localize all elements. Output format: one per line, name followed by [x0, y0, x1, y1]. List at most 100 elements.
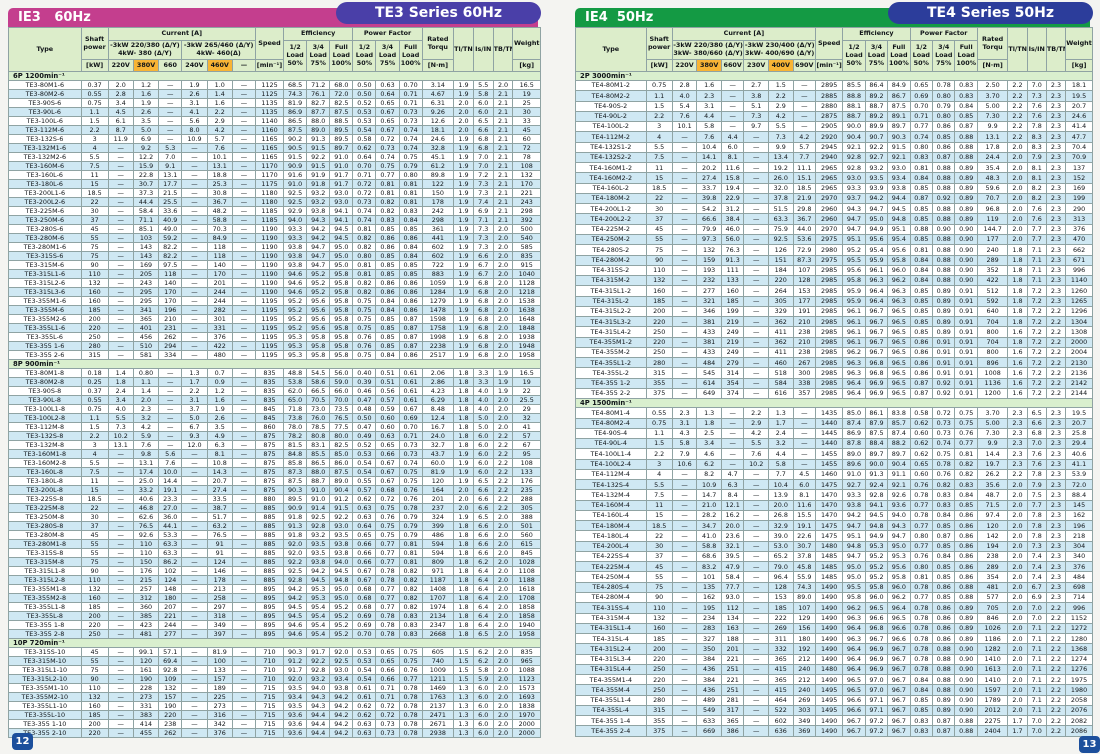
table-row: TE3-200L-8 15—33.2 19.1—27.4—875 90.3 91.0 90… [8, 485, 541, 495]
table-row: TE4-355L1-2 280—484 279—460 267 2985 96.3 96.8… [575, 357, 1093, 369]
table-row: TE3-100L2-8 1.1 5.5 3.2—5.0 2.6—845 73.8 76.0 7… [8, 413, 541, 423]
table-row: TE4-112M-4 4—8.2 4.7—7.7 4.5 1460 91.0 91.3 91.… [575, 468, 1093, 481]
table-row: TE3-90L-8 0.55 3.4 2.0—3.1 1.6—835 65.0 70.5 70… [8, 395, 541, 405]
col-eff-3q-load: 3/4 Load 75% [306, 40, 331, 72]
table-row: TE3-280S-8 37—76.5 44.1—63.2—885 91.3 92.8 93… [8, 521, 541, 531]
table-row: TE3-355M-6 185—341 196—282—1195 95.2 95.6 95.… [8, 305, 541, 315]
table-row: TE4-355 1-4 355—633 365—602 349 1490 96.7 97.2… [575, 715, 1093, 727]
table-row: TE4-160M-4 11—21.0 12.1—20.0 11.6 1470 93.8 94… [575, 499, 1093, 511]
table-row: TE4-315L4-2 250—433 249—411 238 2985 96.1 96.7… [575, 326, 1093, 338]
table-row: TE3-160L-6 11—22.8 13.1—18.8—1170 91.6 91.9 9… [8, 170, 541, 180]
table-row: TE3-100L-6 1.5 6.1 3.5—5.6 2.9—1140 86.5 88.0 8… [8, 116, 541, 126]
voltage-380v: 380V [696, 59, 722, 72]
table-row: TE4-315M-4 132—234 134—222 129 1490 96.3 96.6 9… [575, 612, 1093, 624]
table-row: TE3-315L2-6 132—243 140—201—1190 94.6 95.2 95… [8, 278, 541, 288]
table-row: TE4-180L-4 22—41.0 23.6—39.0 22.6 1475 95.1 94… [575, 530, 1093, 542]
table-row: TE4-315L4-4 250—436 251—415 240 1480 96.4 96.9… [575, 663, 1093, 676]
table-row: TE4-315L2-2 200—346 199—329 191 2985 96.1 96.7… [575, 305, 1093, 318]
table-row: TE3-100L1-8 0.75 4.0 2.3—3.7 1.9—845 71.8 73.0… [8, 404, 541, 414]
table-row: TE3-315S-10 45—99.1 57.1—81.9—710 90.3 91.7 9… [8, 647, 541, 657]
col-eff-full-load: Full Load 100% [887, 40, 911, 72]
voltage-380v: 380V [132, 59, 160, 72]
table-row: TE3-180L-8 11—25.0 14.4—20.7—875 87.5 88.7 89… [8, 476, 541, 486]
col-tl-tn: Tl/TN [453, 27, 474, 72]
section-header-row: 2P 3000min⁻¹ [575, 71, 1093, 81]
section-header-row: 10P 720min⁻¹ [8, 638, 541, 648]
col-current-group: Current [A] [107, 27, 256, 41]
unit-kg: [kg] [512, 59, 541, 72]
table-row: TE3-180L-6 15—30.7 17.7—25.3—1175 91.0 91.8 9… [8, 179, 541, 189]
table-row: TE4-225M-4 45—83.2 47.9—79.0 45.8 1485 95.0 95… [575, 561, 1093, 573]
table-row: TE3-355L-10 185—383 220—316—715 93.6 94.4 94.… [8, 710, 541, 720]
unit-nm: [N·m] [976, 59, 1009, 72]
table-row: TE3-355L1-6 220—401 231—331—1195 95.2 95.6 95… [8, 323, 541, 333]
te3-table-header: Type Shaft power Current [A] Speed Effic… [8, 27, 541, 72]
table-row: TE4-132S2-2 7.5—14.1 8.1—13.4 7.7 2940 92.8 92… [575, 151, 1093, 164]
table-row: TE3-280M1-6 75—143 82.2—118—1190 93.8 94.7 95… [8, 242, 541, 252]
table-row: TE4-90S-2 1.5 5.4 3.1—5.1 2.9—2880 88.1 88.7 87… [575, 100, 1093, 112]
table-row: TE4-355L-4 315—549 317—522 303 1495 96.6 97.1 9… [575, 704, 1093, 717]
table-row: TE4-180M-2 22—39.8 22.9—37.8 21.9 2970 93.7 94… [575, 192, 1093, 205]
table-row: TE4-315L3-4 220—384 221—365 212 1490 96.4 96.9… [575, 653, 1093, 665]
col-weight: Weight [1065, 27, 1093, 60]
unit-kw: [kW] [645, 59, 673, 72]
table-row: TE4-160M2-2 15—27.4 15.8—26.0 15.1 2965 93.0 9… [575, 172, 1093, 184]
table-row: TE4-355 1-2 355—614 354—584 338 2985 96.4 96.9… [575, 377, 1093, 389]
table-row: TE4-200L1-2 30—54.2 31.2—51.5 29.8 2960 94.3 9… [575, 203, 1093, 215]
table-row: TE3-355M1-8 132—257 148—213—895 94.2 95.3 95.… [8, 584, 541, 594]
table-row: TE3-132M-8 3 13.1 7.6—12.0 6.3—875 81.5 83.1 82… [8, 440, 541, 450]
table-row: TE3-250M-8 30—62.6 36.0—51.7—885 91.8 92.5 92… [8, 512, 541, 522]
table-row: TE3-355 1-6 280—510 294—422—1195 95.3 95.8 95… [8, 341, 541, 351]
voltage-660v: 660V [720, 59, 745, 72]
table-row: TE4-250M-4 55—101 58.4—96.4 55.9 1485 95.0 95.… [575, 571, 1093, 583]
table-row: TE4-225M-2 45—79.9 46.0—75.9 44.0 2970 94.7 94… [575, 223, 1093, 235]
table-row: TE3-80M2-6 0.55 2.8 1.6—2.6 1.4—1125 74.3 76.1… [8, 89, 541, 99]
table-row: TE3-315L2-8 110—215 124—178—885 92.8 94.5 94.… [8, 575, 541, 585]
te3-table-body: 6P 1200min⁻¹ TE3-80M1-6 0.37 2.0 1.2—1.9 1.0—… [8, 71, 541, 738]
table-row: TE4-80M2-4 0.75 3.1 1.8—2.9 1.7—1440 87.4 87.9… [575, 417, 1093, 429]
table-row: TE3-315L3-6 160—295 170—244—1190 94.6 95.2 95… [8, 287, 541, 297]
col-is-in: Is/IN [1026, 27, 1047, 72]
voltage-220v: 220V [107, 59, 134, 72]
table-row: TE3-160M1-8 4—9.8 5.6—8.1—875 84.8 85.5 85.0 0… [8, 449, 541, 459]
voltage-400v: 400V [767, 59, 794, 72]
table-row: TE3-80M1-6 0.37 2.0 1.2—1.9 1.0—1125 68.5 71.2… [8, 80, 541, 90]
table-row: TE3-225S-8 18.5—40.6 23.3—33.5—880 89.5 91.0… [8, 494, 541, 504]
table-row: TE3-200L1-6 18.5—37.3 21.5—30.8—1180 92.5 93… [8, 188, 541, 198]
page-number-left: 12 [12, 733, 33, 750]
unit-kg: [kg] [1065, 59, 1093, 72]
te3-spec-table: Type Shaft power Current [A] Speed Effic… [8, 27, 541, 738]
table-row: TE4-132S1-2 5.5—10.4 6.0—9.9 5.7 2945 92.1 92.… [575, 141, 1093, 153]
section-header-row: 6P 1200min⁻¹ [8, 71, 541, 81]
col-weight: Weight [512, 27, 541, 60]
table-row: TE4-180M-4 18.5—34.7 20.0—32.9 19.1 1475 94.7… [575, 520, 1093, 532]
col-eff-full-load: Full Load 100% [329, 40, 354, 72]
col-tb-tn: TB/TN [1045, 27, 1067, 72]
table-row: TE3-112M-8 1.5 7.3 4.2—6.7 3.5—860 78.0 78.5 77… [8, 422, 541, 432]
table-row: TE3-355M1-6 160—295 170—244—1195 95.2 95.6 95… [8, 296, 541, 306]
table-row: TE4-315L-4 185—327 188—311 180 1490 96.3 96.7 9… [575, 633, 1093, 645]
col-eff-3q-load: 3/4 Load 75% [864, 40, 889, 72]
unit-nm: [N·m] [421, 59, 455, 72]
table-row: TE4-355M1-4 220—384 221—365 212 1490 96.5 97.0… [575, 674, 1093, 686]
table-row: TE4-100L-2 3 10.1 5.8—9.7 5.5—2905 90.0 89.9 89… [575, 121, 1093, 133]
table-row: TE4-200L-4 30—58.8 32.1—53.0 30.7 1480 94.8 95… [575, 540, 1093, 552]
ie4-title-label: IE4 50Hz [585, 10, 654, 25]
section-header-row: 8P 900min⁻¹ [8, 359, 541, 369]
current-wiring-note-b: -3kW 230/400 (Δ/Y) 3kW- 400/690 (Δ/Y) [743, 40, 817, 60]
col-pf-half-load: 1/2 Load 50% [909, 40, 934, 72]
table-row: TE4-100L2-4 3 10.6 6.2—10.2 5.8—1455 89.6 90.0… [575, 458, 1093, 470]
table-row: TE3-132S-6 3 11.9 6.9—10.9 5.7—1165 90.2 91.3 8… [8, 134, 541, 144]
table-row: TE3-315L1-8 90—176 102—146—885 92.5 94.2 94.5… [8, 566, 541, 576]
table-row: TE3-80M1-8 0.18 1.4 0.80—1.3 0.7—835 48.8 54.5… [8, 368, 541, 378]
page-number-right: 13 [1079, 736, 1100, 753]
table-row: TE4-90L-4 1.5 5.8 3.4—5.5 3.2—1440 87.8 88.4 88… [575, 438, 1093, 450]
table-row: TE4-315S-4 110—195 112—185 107 1490 96.2 96.5 9… [575, 602, 1093, 614]
table-row: TE4-315L1-4 160—283 163—269 156 1490 96.4 96.8… [575, 622, 1093, 635]
table-row: TE3-315L2-10 90—190 109—157—710 92.0 93.2 93.… [8, 674, 541, 684]
table-row: TE4-280S-4 75—135 77.7—128 74.3 1490 95.5 95.8… [575, 581, 1093, 594]
table-row: TE3-315M-10 55—120 69.4—100—710 91.2 92.2 92.… [8, 656, 541, 666]
current-wiring-note-a: -3kW 220/380 (Δ/Y) 3kW- 380/660 (Δ/Y) [671, 40, 745, 60]
table-row: TE4-90S-4 1.1 4.3 2.5—4.2 2.4—1445 86.9 87.5 87… [575, 427, 1093, 440]
